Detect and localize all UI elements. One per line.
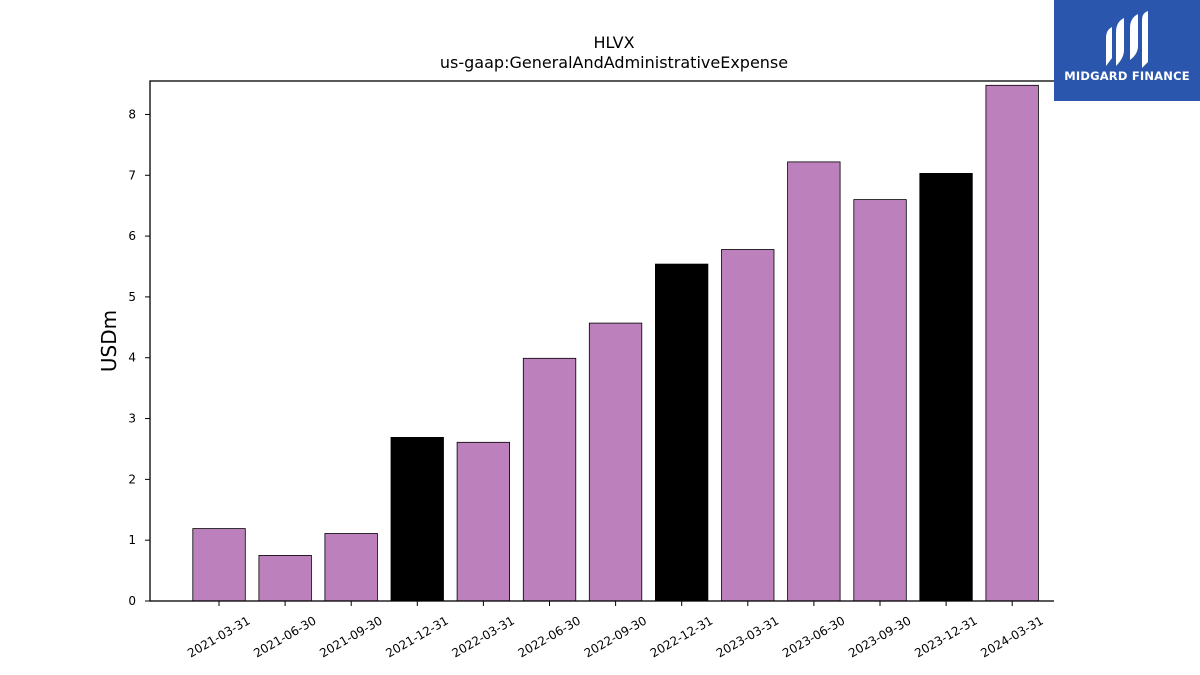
logo-mark-icon [1106,11,1148,68]
x-axis: 2021-03-312021-06-302021-09-302021-12-31… [185,601,1046,660]
chart-title: HLVX [593,33,634,52]
bar-2021-09-30 [324,533,378,602]
y-tick-label: 4 [128,351,136,365]
x-tick-label: 2022-03-31 [449,613,516,660]
y-tick-label: 2 [128,472,136,486]
x-tick-label: 2024-03-31 [978,613,1045,660]
bar-2021-06-30 [258,555,312,602]
y-tick-label: 3 [128,412,136,426]
y-tick-label: 6 [128,229,136,243]
bar-chart: HLVX us-gaap:GeneralAndAdministrativeExp… [97,33,1054,660]
chart-subtitle: us-gaap:GeneralAndAdministrativeExpense [440,53,788,72]
x-tick-label: 2022-06-30 [516,613,583,660]
y-tick-label: 0 [128,594,136,608]
bar-2022-12-31 [655,263,709,602]
logo-text: MIDGARD FINANCE [1064,69,1190,83]
y-tick-label: 8 [128,107,136,121]
bar-2023-09-30 [853,199,907,602]
bar-2022-03-31 [456,441,511,602]
bar-2021-12-31 [390,436,444,602]
x-tick-label: 2021-12-31 [383,613,450,660]
x-tick-label: 2021-03-31 [185,613,252,660]
x-tick-label: 2023-03-31 [714,613,781,660]
x-tick-label: 2023-12-31 [912,613,979,660]
midgard-finance-logo: MIDGARD FINANCE [1054,0,1200,101]
x-tick-label: 2022-09-30 [582,613,649,660]
y-tick-label: 5 [128,290,136,304]
bar-2022-09-30 [588,322,643,602]
y-tick-label: 7 [128,168,136,182]
y-tick-label: 1 [128,533,136,547]
x-tick-label: 2021-09-30 [317,613,384,660]
y-axis-label: USDm [97,310,121,372]
x-tick-label: 2021-06-30 [251,613,318,660]
bars-group [192,84,1039,602]
x-tick-label: 2022-12-31 [648,613,715,660]
bar-2024-03-31 [985,84,1039,602]
bar-2022-06-30 [522,357,577,602]
bar-2023-03-31 [721,249,775,602]
bar-2021-03-31 [192,528,246,602]
x-tick-label: 2023-06-30 [780,613,847,660]
y-axis: 0 1 2 3 4 5 6 7 8 [128,107,150,608]
bar-2023-06-30 [787,161,841,602]
bar-2023-12-31 [919,172,973,602]
plot-frame [149,80,1054,602]
x-tick-label: 2023-09-30 [846,613,913,660]
